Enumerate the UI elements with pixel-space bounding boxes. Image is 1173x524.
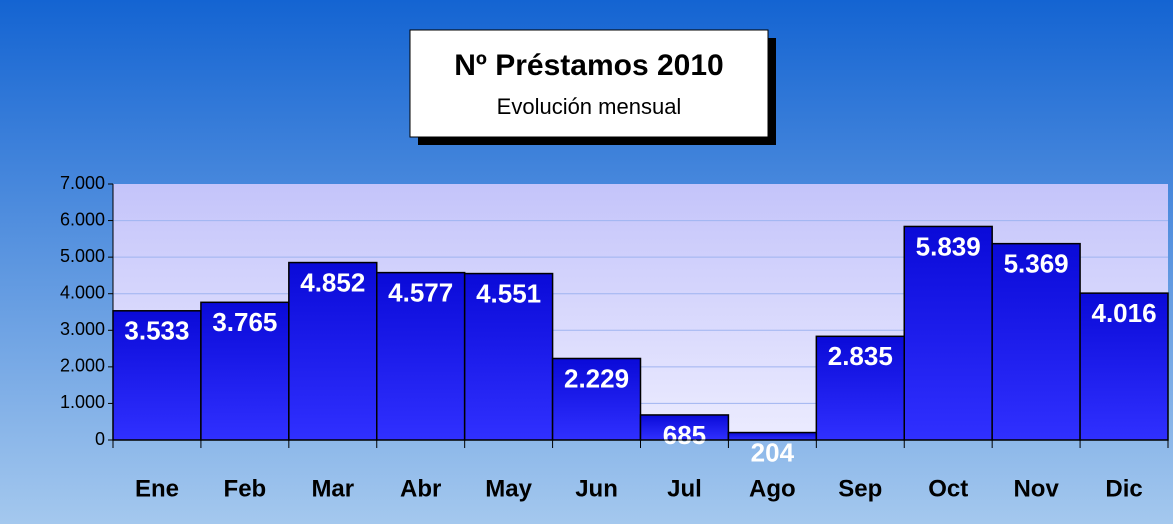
title-box <box>409 29 769 138</box>
y-tick-label: 7.000 <box>60 173 105 193</box>
data-label: 204 <box>751 437 795 467</box>
data-label: 5.369 <box>1004 249 1069 279</box>
y-tick-label: 4.000 <box>60 282 105 302</box>
data-label: 3.765 <box>212 307 277 337</box>
bar <box>376 271 466 441</box>
data-label: 4.852 <box>300 267 365 297</box>
y-tick-label: 1.000 <box>60 392 105 412</box>
x-tick-label: May <box>485 475 532 502</box>
x-tick-label: Oct <box>928 475 968 502</box>
bar <box>639 414 730 441</box>
bar <box>903 225 993 441</box>
x-tick-label: Dic <box>1105 475 1142 502</box>
data-label: 4.551 <box>476 278 541 308</box>
bar <box>1079 292 1169 441</box>
x-tick-label: Abr <box>400 475 441 502</box>
x-tick-label: Jul <box>667 475 702 502</box>
chart-subtitle: Evolución mensual <box>497 94 682 119</box>
x-tick-label: Ene <box>135 475 179 502</box>
bar <box>200 301 290 441</box>
chart-title: Nº Préstamos 2010 <box>454 49 723 82</box>
y-tick-label: 2.000 <box>60 356 105 376</box>
x-tick-label: Jun <box>575 475 618 502</box>
y-tick-label: 3.000 <box>60 319 105 339</box>
bar <box>551 357 642 441</box>
y-tick-label: 0 <box>95 429 105 449</box>
data-label: 4.016 <box>1092 298 1157 328</box>
x-tick-label: Ago <box>749 475 796 502</box>
data-label: 2.835 <box>828 341 893 371</box>
data-label: 2.229 <box>564 363 629 393</box>
x-tick-label: Mar <box>311 475 354 502</box>
data-label: 685 <box>663 420 706 450</box>
x-tick-label: Feb <box>224 475 267 502</box>
bar <box>815 335 905 441</box>
y-tick-label: 6.000 <box>60 209 105 229</box>
data-label: 5.839 <box>916 231 981 261</box>
bar <box>991 242 1081 441</box>
bar <box>463 272 554 441</box>
data-label: 3.533 <box>124 316 189 346</box>
data-label: 4.577 <box>388 277 453 307</box>
x-tick-label: Nov <box>1013 475 1059 502</box>
x-tick-label: Sep <box>838 475 882 502</box>
y-tick-label: 5.000 <box>60 246 105 266</box>
